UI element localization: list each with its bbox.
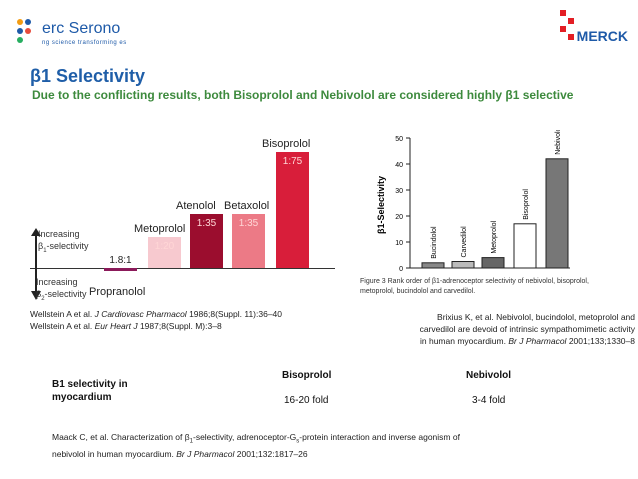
down-arrow-icon (31, 268, 41, 300)
up-arrow-icon (31, 228, 41, 268)
serono-logo-icon (17, 19, 31, 43)
brixius-reference: Brixius K, et al. Nebivolol, bucindolol,… (419, 312, 635, 346)
figure-ytick-label: 40 (395, 162, 403, 169)
maack-reference: Maack C, et al. Characterization of β1-s… (52, 432, 460, 459)
figure-bar-label-bucindolol: Bucindolol (431, 226, 438, 259)
merck-logo-icon (560, 10, 574, 40)
figure-ylabel: β1-Selectivity (376, 176, 386, 234)
company-name: erc Serono (42, 20, 121, 37)
figure-bar-label-bisoprolol: Bisoprolol (523, 189, 530, 220)
beta2-axis-label: Increasing β2-selectivity (36, 276, 87, 305)
chart-value-label-propranolol: 1.8:1 (109, 255, 132, 266)
chart-value-label-metoprolol: 1:20 (154, 241, 175, 252)
zero-axis-line (30, 268, 335, 269)
company-tagline: ng science transforming es (42, 40, 127, 46)
figure-ytick-label: 50 (395, 136, 403, 143)
brixius-figure-plot: 50 40 30 20 10 0 β1-Selectivity Bucindolol Carve… (376, 126, 570, 273)
brixius-figure: 50 40 30 20 10 0 β1-Selectivity Bucindolol Carve… (340, 126, 622, 302)
slide-title: β1 Selectivity (30, 66, 146, 86)
merck-wordmark: MERCK (576, 28, 628, 44)
table-header-nebivolol: Nebivolol (466, 370, 512, 381)
figure-bar-bisoprolol (513, 223, 537, 269)
beta2-axis-label-line1: Increasing (36, 277, 78, 287)
slide-subtitle: Due to the conflicting results, both Bis… (32, 88, 574, 102)
chart-category-label-betaxolol: Betaxolol (224, 199, 270, 212)
figure-ytick-label: 30 (395, 188, 403, 195)
chart-category-label-metoprolol: Metoprolol (134, 223, 186, 235)
chart-category-label-atenolol: Atenolol (176, 199, 216, 212)
figure-bar-label-carvedilol: Carvedilol (461, 226, 468, 258)
serono-logo: erc Serono ng science transforming es (14, 12, 134, 52)
table-header-bisoprolol: Bisoprolol (282, 370, 332, 381)
beta1-axis-label: Increasing β1-selectivity (38, 228, 89, 257)
table-value-nebivolol: 3-4 fold (472, 395, 506, 406)
merck-logo: MERCK (558, 8, 628, 48)
figure-bar-bucindolol (421, 262, 445, 269)
wellstein-reference-1: Wellstein A et al. J Cardiovasc Pharmaco… (30, 309, 283, 319)
beta1-axis-label-line1: Increasing (38, 229, 80, 239)
beta2-axis-label-line2: β2-selectivity (36, 289, 87, 302)
beta1-axis-label-line2: β1-selectivity (38, 241, 89, 254)
chart-bar-metoprolol: 1:20 (148, 237, 181, 268)
figure-ytick-label: 10 (395, 240, 403, 247)
chart-category-label-propranolol: Propranolol (89, 286, 146, 298)
chart-value-label-bisoprolol: 1:75 (282, 155, 303, 167)
chart-bar-betaxolol: 1:35 (232, 213, 265, 268)
figure-bar-label-metoprolol: Metoprolol (491, 220, 498, 253)
figure-ytick-label: 20 (395, 214, 403, 221)
selectivity-chart: Increasing β1-selectivity Increasing β2-… (30, 130, 335, 305)
figure-ytick-label: 0 (399, 266, 403, 273)
chart-value-label-betaxolol: 1:35 (238, 217, 259, 229)
figure-caption: Figure 3 Rank order of β1-adrenoceptor s… (360, 278, 589, 295)
chart-bar-bisoprolol: 1:75 (276, 151, 309, 268)
chart-value-label-atenolol: 1:35 (196, 217, 217, 229)
table-value-bisoprolol: 16-20 fold (284, 395, 329, 406)
table-row-label: B1 selectivity in myocardium (52, 379, 128, 403)
chart-bar-atenolol: 1:35 (190, 213, 223, 268)
figure-bar-carvedilol (451, 261, 475, 269)
chart-bar-propranolol (104, 268, 137, 271)
wellstein-reference-2: Wellstein A et al. Eur Heart J 1987;8(Su… (30, 321, 222, 331)
figure-bar-metoprolol (481, 257, 505, 269)
chart-category-label-bisoprolol: Bisoprolol (262, 137, 311, 150)
figure-bar-label-nebivolol: Nebivolol (555, 130, 562, 155)
figure-bar-nebivolol (545, 158, 569, 269)
